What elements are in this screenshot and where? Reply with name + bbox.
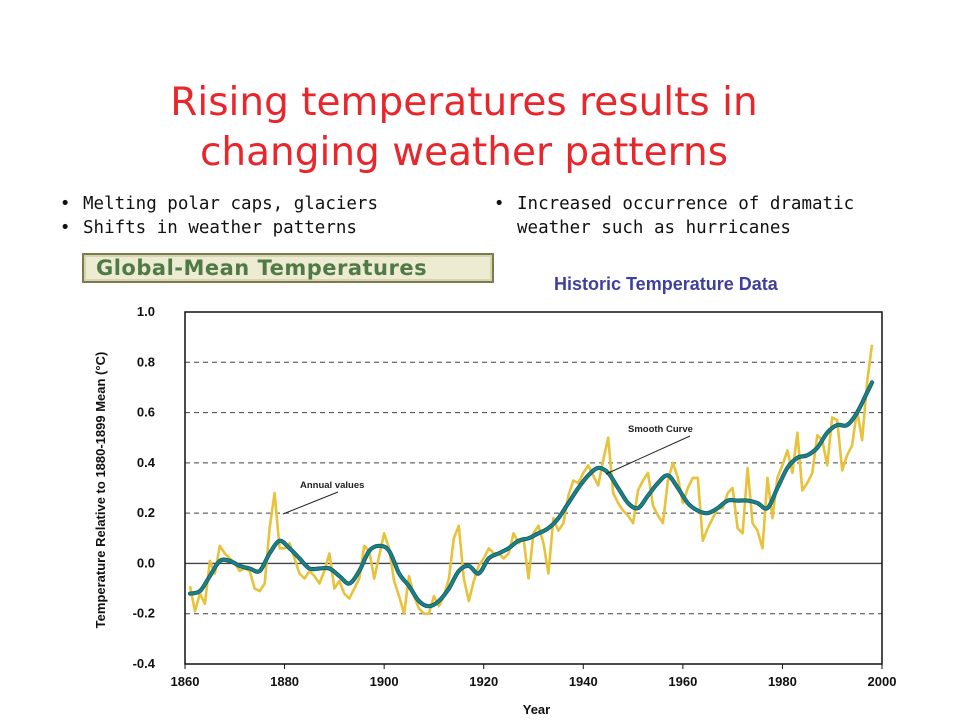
historic-data-label: Historic Temperature Data xyxy=(554,274,778,294)
x-tick-label: 2000 xyxy=(868,674,897,689)
chart-title-banner: Global-Mean Temperatures xyxy=(82,253,494,283)
x-tick-label: 1900 xyxy=(370,674,399,689)
annual-values-line xyxy=(188,344,874,616)
smooth-curve-line xyxy=(188,381,874,608)
x-tick-label: 1960 xyxy=(668,674,697,689)
y-tick-label: 0.2 xyxy=(137,505,155,520)
x-tick-label: 1860 xyxy=(171,674,200,689)
x-tick-label: 1920 xyxy=(469,674,498,689)
y-tick-label: 0.0 xyxy=(137,555,155,570)
plot-area-frame xyxy=(184,311,883,665)
chart-title-text: Global-Mean Temperatures xyxy=(96,256,428,280)
annotation-leader xyxy=(282,491,339,515)
slide-title: Rising temperatures results in changing … xyxy=(0,78,928,178)
chart-series xyxy=(187,344,875,616)
y-tick-label: 0.8 xyxy=(137,354,155,369)
x-tick-label: 1880 xyxy=(270,674,299,689)
y-tick-label: -0.2 xyxy=(133,606,155,621)
y-tick-label: 0.4 xyxy=(137,455,156,470)
slide-title-line-1: Rising temperatures results in xyxy=(170,80,758,125)
bullet-item: Shifts in weather patterns xyxy=(58,216,378,240)
annotation-annual-values: Annual values xyxy=(300,480,364,491)
bullet-list-left: Melting polar caps, glaciers Shifts in w… xyxy=(58,192,378,240)
x-axis-label: Year xyxy=(523,702,550,717)
slide-title-line-2: changing weather patterns xyxy=(199,130,729,175)
bullet-item: Melting polar caps, glaciers xyxy=(58,192,378,216)
y-axis-label: Temperature Relative to 1880-1899 Mean (… xyxy=(93,352,108,629)
annotation-leader xyxy=(605,435,691,475)
bullet-list-right: Increased occurrence of dramatic weather… xyxy=(492,192,912,240)
annotation-smooth-curve: Smooth Curve xyxy=(628,424,693,435)
y-tick-label: 1.0 xyxy=(137,304,155,319)
chart-annotations: Annual values Smooth Curve xyxy=(282,424,693,515)
axis-ticks: 1.0 0.8 0.6 0.4 0.2 0.0 -0.2 -0.4 1860 1880 1900 19… xyxy=(133,304,897,689)
x-tick-label: 1980 xyxy=(768,674,797,689)
y-tick-label: 0.6 xyxy=(137,405,155,420)
bullet-item: Increased occurrence of dramatic weather… xyxy=(492,192,912,240)
y-tick-label: -0.4 xyxy=(133,656,156,671)
x-tick-label: 1940 xyxy=(569,674,598,689)
